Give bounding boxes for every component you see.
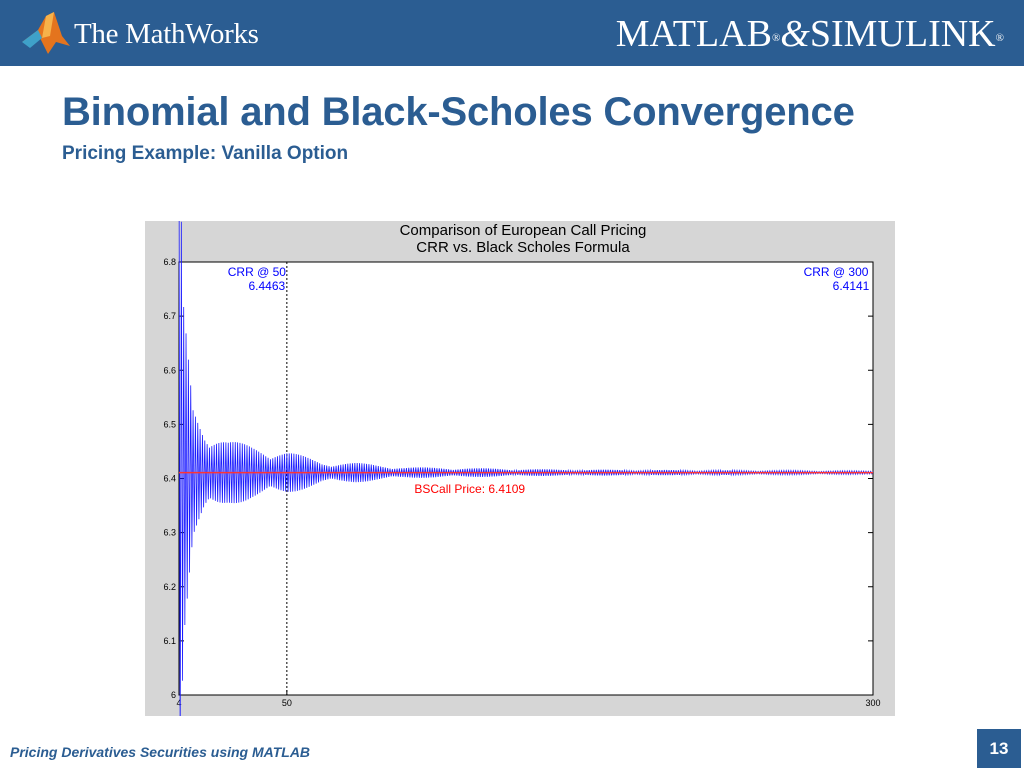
x-tick-label: 50: [282, 698, 292, 708]
y-tick-label: 6.3: [163, 528, 176, 538]
annotation-crr-50-label: CRR @ 50: [228, 265, 287, 279]
matlab-simulink-logo: MATLAB®&SIMULINK®: [616, 12, 1004, 56]
y-tick-label: 6.5: [163, 419, 176, 429]
y-tick-label: 6.4: [163, 474, 176, 484]
ampersand: &: [780, 13, 810, 55]
annotation-crr-50-value: 6.4463: [248, 279, 285, 293]
y-tick-label: 6.6: [163, 365, 176, 375]
x-tick-label: 4: [176, 698, 181, 708]
chart-title-line-2: CRR vs. Black Scholes Formula: [416, 239, 630, 256]
x-tick-label: 300: [865, 698, 880, 708]
registered-mark: ®: [771, 32, 781, 44]
slide-title: Binomial and Black-Scholes Convergence: [62, 90, 855, 134]
y-tick-label: 6.2: [163, 582, 176, 592]
y-tick-label: 6: [171, 690, 176, 700]
annotation-bs-price: BSCall Price: 6.4109: [414, 482, 525, 496]
footer-text: Pricing Derivatives Securities using MAT…: [10, 744, 311, 760]
convergence-chart: Comparison of European Call Pricing CRR …: [163, 221, 881, 716]
annotation-crr-300-value: 6.4141: [833, 279, 870, 293]
y-tick-label: 6.1: [163, 636, 176, 646]
y-tick-label: 6.7: [163, 311, 176, 321]
mathworks-logo-text: The MathWorks: [74, 18, 259, 50]
header-bar: The MathWorks MATLAB®&SIMULINK®: [0, 0, 1024, 66]
chart-panel: Comparison of European Call Pricing CRR …: [145, 221, 895, 716]
simulink-wordmark: SIMULINK: [809, 13, 996, 55]
y-tick-label: 6.8: [163, 257, 176, 267]
page-number: 13: [977, 729, 1021, 768]
chart-title-line-1: Comparison of European Call Pricing: [400, 222, 647, 239]
annotation-crr-300-label: CRR @ 300: [804, 265, 869, 279]
membrane-logo-icon: [22, 12, 70, 54]
slide-subtitle: Pricing Example: Vanilla Option: [62, 143, 349, 164]
registered-mark-2: ®: [995, 32, 1004, 44]
matlab-wordmark: MATLAB: [615, 13, 772, 55]
mathworks-logo: The MathWorks: [20, 8, 280, 58]
